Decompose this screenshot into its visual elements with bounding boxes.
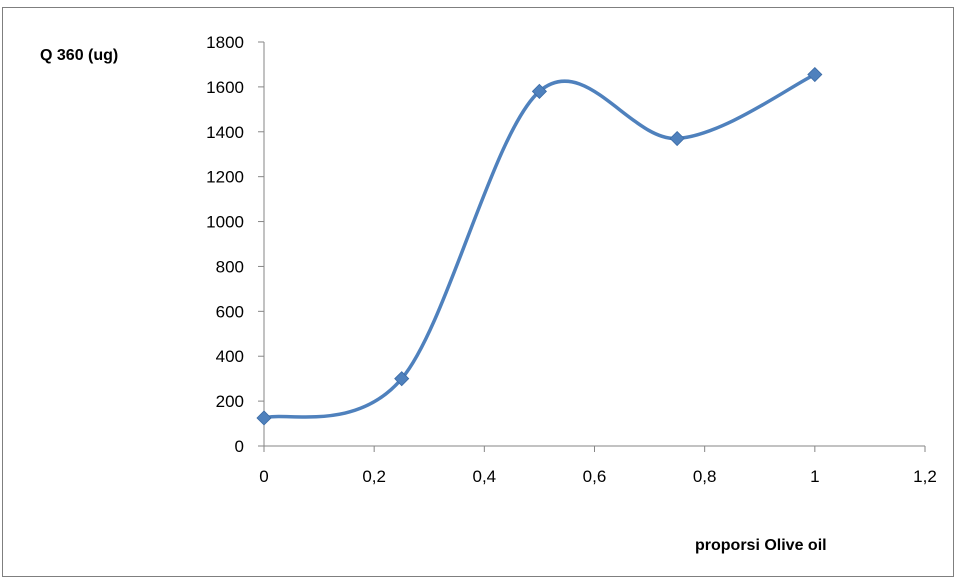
x-tick-label: 0,2 (362, 467, 386, 486)
y-tick-label: 1600 (206, 78, 244, 97)
x-tick-label: 0,6 (583, 467, 607, 486)
x-axis-title: proporsi Olive oil (695, 537, 827, 554)
x-tick-label: 0,8 (693, 467, 717, 486)
data-point-marker (669, 130, 685, 147)
x-tick-label: 1 (810, 467, 819, 486)
x-tick-label: 0 (259, 467, 268, 486)
y-tick-label: 600 (216, 302, 244, 321)
y-tick-label: 1800 (206, 33, 244, 52)
y-tick-label: 0 (235, 437, 244, 456)
data-point-marker (807, 66, 823, 83)
x-tick-label: 0,4 (473, 467, 497, 486)
tick-labels: 0 200 400 600 800 1000 1200 1400 1600 1800 0 0,2 0,4… (206, 33, 937, 486)
y-axis-title: Q 360 (ug) (40, 47, 118, 64)
y-tick-label: 200 (216, 392, 244, 411)
y-tick-label: 1000 (206, 213, 244, 232)
y-tick-label: 400 (216, 347, 244, 366)
y-tick-label: 1200 (206, 168, 244, 187)
chart-frame (2, 7, 954, 577)
series-layer (256, 66, 823, 426)
data-point-marker (256, 410, 272, 426)
y-tick-label: 800 (216, 257, 244, 276)
data-point-marker (394, 371, 410, 387)
axes (258, 41, 926, 452)
x-tick-label: 1,2 (913, 467, 937, 486)
data-point-marker (531, 83, 547, 99)
y-tick-label: 1400 (206, 123, 244, 142)
series-line (263, 72, 816, 420)
